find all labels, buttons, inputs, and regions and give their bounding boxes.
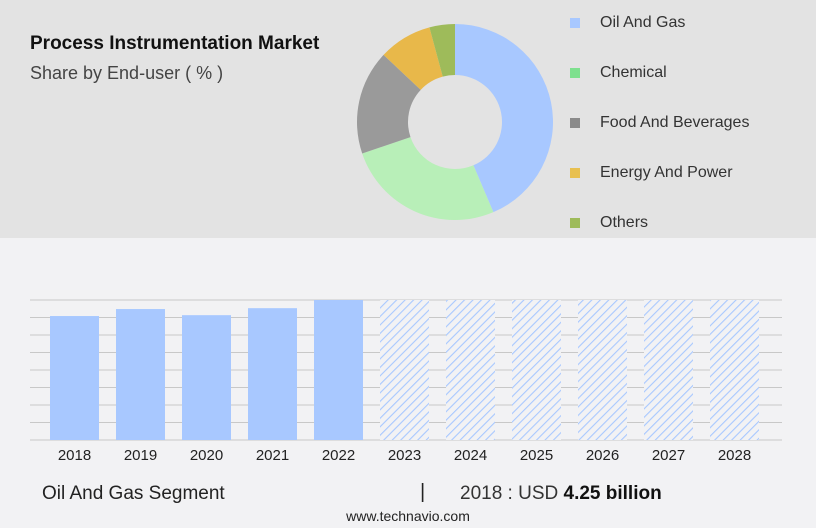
- segment-label: Oil And Gas Segment: [42, 483, 225, 504]
- donut-slice-oil-and-gas: [455, 23, 554, 213]
- legend-swatch: [570, 68, 580, 78]
- year-label: 2018 : USD: [460, 483, 564, 504]
- legend-item: Energy And Power: [570, 164, 733, 182]
- x-tick-label: 2020: [190, 447, 223, 464]
- x-tick-label: 2026: [586, 447, 619, 464]
- chart-title: Process Instrumentation Market: [30, 33, 320, 54]
- value-amount: 4.25 billion: [563, 483, 662, 504]
- legend-label: Chemical: [600, 64, 667, 81]
- legend-swatch: [570, 118, 580, 128]
- forecast-bar-2024: [446, 300, 495, 440]
- forecast-bar-2026: [578, 300, 627, 440]
- x-tick-label: 2019: [124, 447, 157, 464]
- bar-2019: [116, 309, 165, 440]
- bar-2020: [182, 315, 231, 440]
- x-tick-label: 2021: [256, 447, 289, 464]
- legend-item: Food And Beverages: [570, 114, 749, 132]
- legend-swatch: [570, 218, 580, 228]
- x-tick-label: 2018: [58, 447, 91, 464]
- source-url: www.technavio.com: [346, 508, 470, 524]
- legend-item: Chemical: [570, 64, 667, 82]
- legend-label: Food And Beverages: [600, 114, 750, 131]
- x-tick-label: 2022: [322, 447, 355, 464]
- forecast-bar-2027: [644, 300, 693, 440]
- legend-swatch: [570, 18, 580, 28]
- donut-slice-chemical: [362, 137, 494, 220]
- donut-slice-food-and-beverages: [357, 54, 421, 154]
- bar-2022: [314, 300, 363, 440]
- forecast-bar-2025: [512, 300, 561, 440]
- forecast-bar-2023: [380, 300, 429, 440]
- x-tick-label: 2027: [652, 447, 685, 464]
- legend-item: Others: [570, 214, 648, 232]
- bar-2018: [50, 316, 99, 440]
- legend-label: Others: [600, 214, 649, 231]
- x-tick-label: 2023: [388, 447, 421, 464]
- x-tick-label: 2025: [520, 447, 553, 464]
- donut-slice-others: [429, 24, 455, 77]
- x-tick-label: 2024: [454, 447, 487, 464]
- legend-label: Oil And Gas: [600, 14, 686, 31]
- donut-slice-energy-and-power: [383, 27, 443, 90]
- legend-label: Energy And Power: [600, 164, 733, 181]
- forecast-bar-2028: [710, 300, 759, 440]
- separator: |: [420, 481, 426, 503]
- legend-item: Oil And Gas: [570, 14, 685, 32]
- chart-subtitle: Share by End-user ( % ): [30, 63, 224, 83]
- bar-2021: [248, 308, 297, 440]
- x-tick-label: 2028: [718, 447, 751, 464]
- legend-swatch: [570, 168, 580, 178]
- segment-value: 2018 : USD 4.25 billion: [460, 483, 662, 505]
